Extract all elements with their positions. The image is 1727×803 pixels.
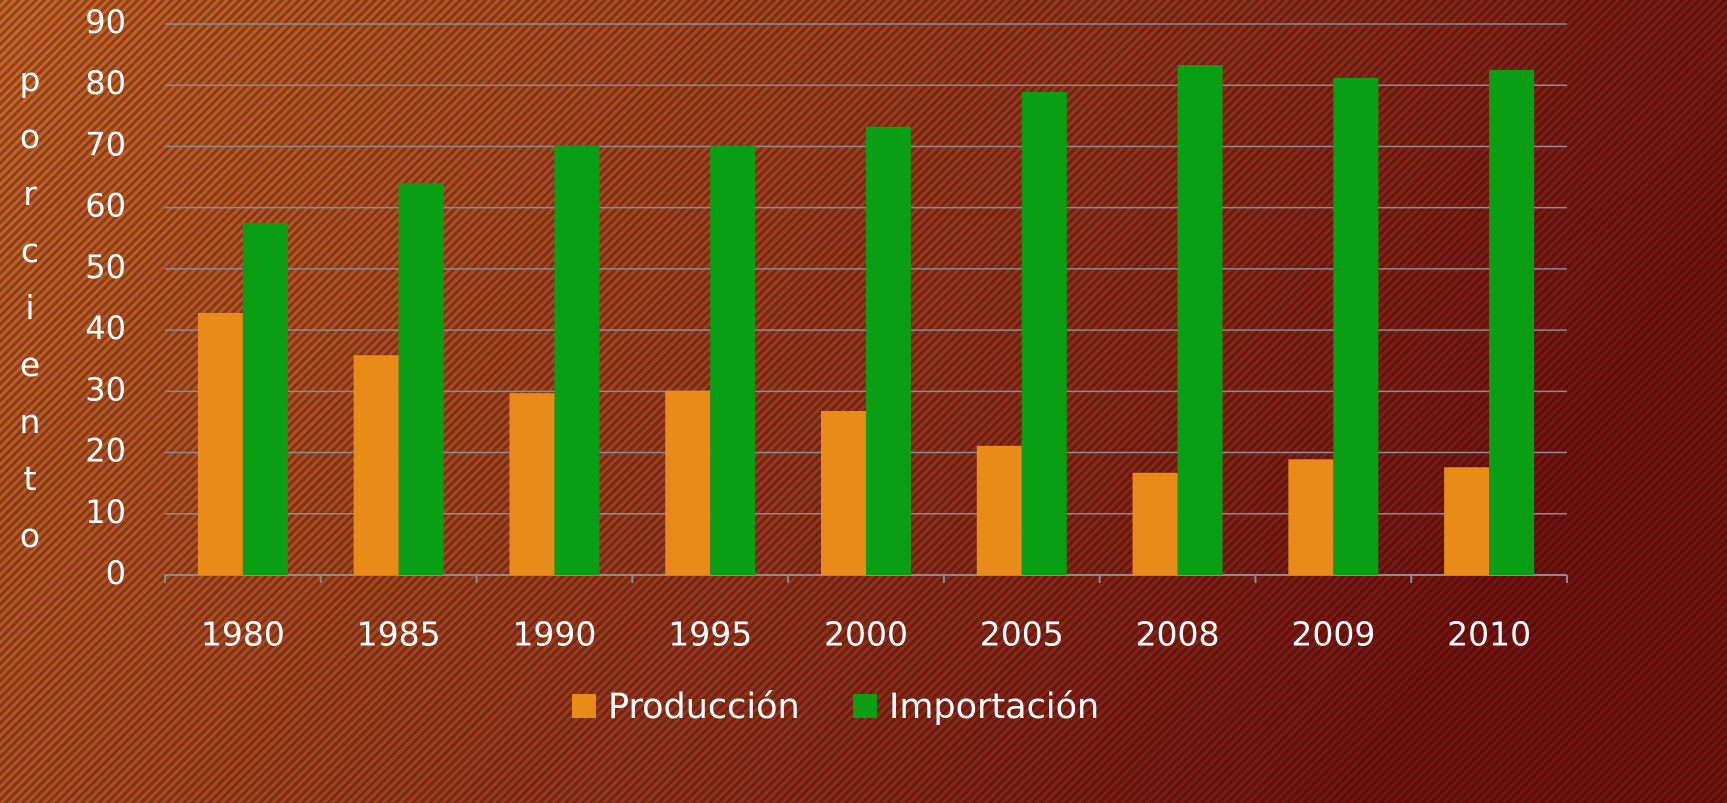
bar xyxy=(1177,65,1223,575)
bar xyxy=(197,312,243,575)
y-tick-label: 0 xyxy=(106,554,126,592)
bar xyxy=(509,393,555,575)
x-tick-label: 1985 xyxy=(357,615,441,654)
bar xyxy=(821,410,866,575)
bar xyxy=(1333,77,1379,576)
y-axis-label: porciento xyxy=(11,60,50,573)
bar xyxy=(1021,91,1067,575)
y-tick-label: 50 xyxy=(85,248,126,286)
legend-label: Importación xyxy=(889,687,1099,727)
y-tick-label: 40 xyxy=(85,309,126,347)
bar xyxy=(1444,467,1490,575)
y-tick-label: 30 xyxy=(85,370,126,408)
bar xyxy=(1489,69,1535,576)
x-tick-label: 1990 xyxy=(512,615,596,654)
bar xyxy=(866,126,911,575)
x-tick-label: 2000 xyxy=(824,615,908,654)
y-tick-label: 90 xyxy=(85,3,126,41)
y-tick-label: 10 xyxy=(85,493,126,531)
y-tick-label: 60 xyxy=(85,187,126,225)
legend-swatch xyxy=(853,694,877,718)
x-tick-label: 2005 xyxy=(980,615,1064,654)
x-tick-label: 1980 xyxy=(201,615,285,654)
legend-swatch xyxy=(572,694,596,718)
x-tick-label: 2009 xyxy=(1291,615,1375,654)
y-tick-label: 70 xyxy=(85,125,126,163)
bar xyxy=(665,390,711,575)
bar xyxy=(353,355,399,575)
bar xyxy=(554,145,600,575)
bar xyxy=(242,222,288,575)
bar xyxy=(1288,459,1334,575)
bar xyxy=(398,183,444,575)
bar xyxy=(710,145,756,576)
x-tick-label: 2010 xyxy=(1447,615,1531,654)
bar xyxy=(1132,472,1178,575)
x-tick-label: 2008 xyxy=(1136,615,1220,654)
x-tick-label: 1995 xyxy=(668,615,752,654)
legend-label: Producción xyxy=(608,687,800,727)
bar xyxy=(976,445,1022,575)
y-tick-label: 20 xyxy=(85,432,126,470)
y-tick-label: 80 xyxy=(85,64,126,102)
